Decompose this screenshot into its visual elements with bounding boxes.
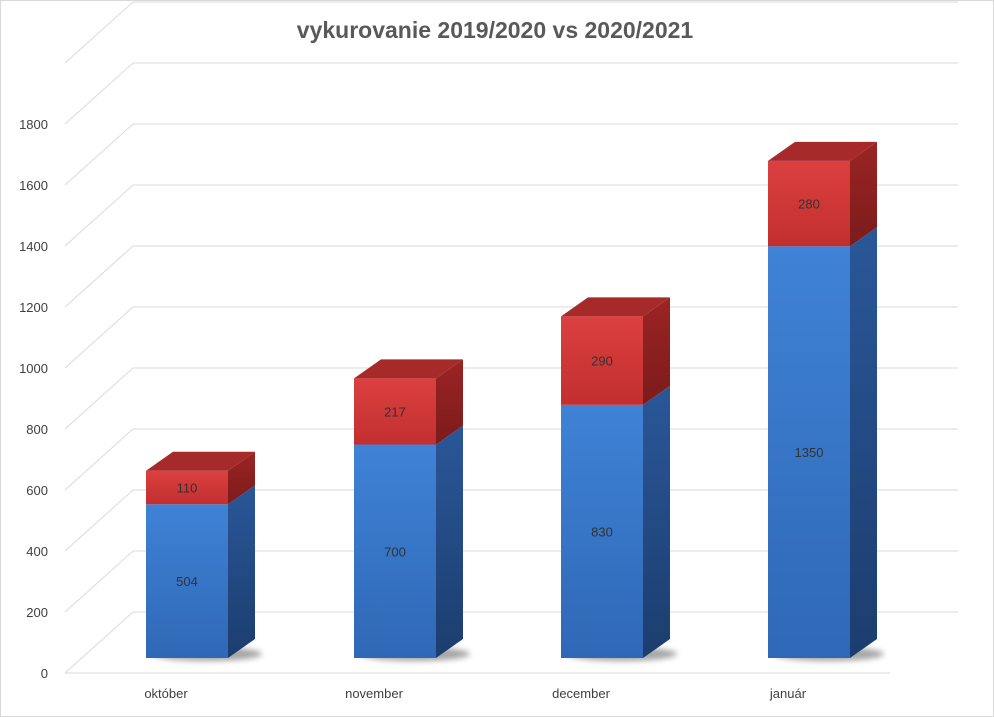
x-category-label: november	[345, 686, 403, 701]
y-tick-label: 200	[26, 605, 48, 620]
bar-side	[228, 451, 255, 505]
bar-side	[643, 385, 670, 658]
bar-segment: 830	[561, 385, 670, 658]
bar-front	[354, 378, 436, 445]
data-label: 110	[177, 481, 198, 496]
bar-top	[354, 359, 463, 379]
y-tick-label: 1000	[19, 361, 48, 376]
x-category-label: december	[552, 686, 610, 701]
bar-front	[354, 444, 436, 658]
y-tick-label: 1600	[19, 178, 48, 193]
bar-segment: 290	[561, 297, 670, 405]
bar-front	[561, 316, 643, 405]
bar-front	[561, 404, 643, 658]
bar-segment: 1350	[768, 227, 877, 658]
x-axis-categories: október november december január	[144, 686, 806, 701]
gridline	[64, 123, 958, 186]
bar-stack: 700 217	[354, 359, 470, 661]
y-tick-label: 1200	[19, 300, 48, 315]
data-label: 217	[384, 404, 406, 419]
y-axis-ticks: 0 200 400 600 800 1000 1200 1400 1600 1800	[19, 117, 48, 681]
bars: 504 110 700 217 830 290 1350 280	[146, 141, 884, 661]
bar-segment: 280	[768, 141, 877, 247]
chart-title: vykurovanie 2019/2020 vs 2020/2021	[297, 17, 694, 43]
y-tick-label: 800	[26, 422, 48, 437]
bar-side	[436, 425, 463, 658]
data-label: 290	[591, 354, 613, 369]
bar-stack: 1350 280	[768, 141, 884, 661]
y-tick-label: 1800	[19, 117, 48, 132]
data-label: 504	[176, 574, 198, 589]
data-label: 830	[591, 524, 613, 539]
x-category-label: október	[144, 686, 188, 701]
bar-side	[850, 141, 877, 247]
data-label: 700	[384, 544, 406, 559]
bar-top	[561, 297, 670, 317]
gridline	[64, 1, 958, 64]
data-label: 280	[798, 197, 820, 212]
bar-top	[146, 451, 255, 471]
bar-top	[768, 141, 877, 161]
bar-side	[643, 297, 670, 405]
x-category-label: január	[769, 686, 807, 701]
bar-stack: 830 290	[561, 297, 677, 661]
bar-segment: 504	[146, 485, 255, 658]
bar-segment: 217	[354, 359, 463, 445]
y-tick-label: 400	[26, 544, 48, 559]
bar-front	[768, 160, 850, 247]
data-label: 1350	[795, 445, 824, 460]
bar-segment: 700	[354, 425, 463, 658]
bar-segment: 110	[146, 451, 255, 505]
bar-front	[768, 246, 850, 658]
y-tick-label: 1400	[19, 239, 48, 254]
bar-side	[228, 485, 255, 658]
bar-side	[850, 227, 877, 658]
y-tick-label: 0	[41, 666, 48, 681]
bar-stack: 504 110	[146, 451, 262, 661]
y-tick-label: 600	[26, 483, 48, 498]
bar-side	[436, 359, 463, 445]
bar-front	[146, 470, 228, 505]
gridline	[64, 62, 958, 125]
bar-front	[146, 504, 228, 658]
